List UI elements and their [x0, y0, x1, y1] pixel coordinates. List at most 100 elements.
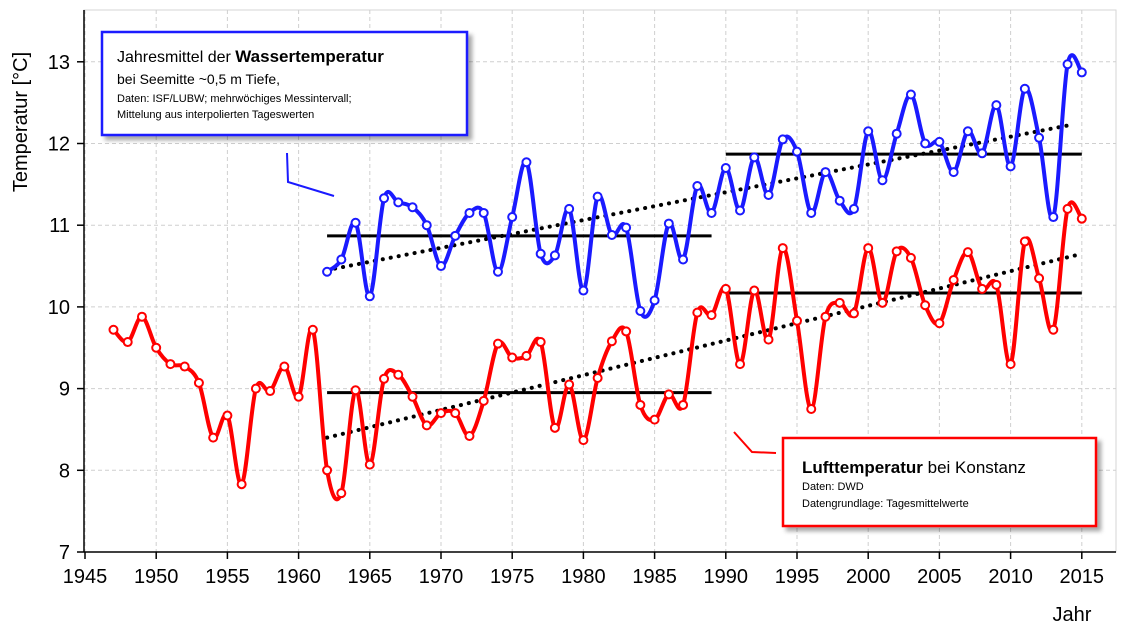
- water-data-point: [606, 230, 617, 241]
- y-axis-label: Temperatur [°C]: [10, 52, 32, 192]
- air-data-point: [436, 408, 446, 419]
- x-tick-label: 1985: [632, 566, 677, 588]
- air-data-point: [820, 311, 831, 322]
- x-tick-label: 2015: [1060, 566, 1105, 588]
- air-data-point: [307, 324, 318, 335]
- water-data-point: [948, 167, 959, 178]
- water-data-point: [777, 134, 788, 145]
- air-data-point: [151, 342, 162, 353]
- water-data-point: [1048, 212, 1059, 223]
- water-data-point: [720, 163, 731, 174]
- air-data-point: [293, 391, 304, 402]
- water-data-point: [934, 136, 945, 147]
- air-data-point: [621, 326, 632, 337]
- air-data-point: [663, 389, 674, 400]
- air-annotation-title-plain: bei Konstanz: [923, 458, 1026, 477]
- period-mean-lines: [327, 152, 1082, 395]
- air-data-point: [521, 350, 532, 361]
- air-data-point: [948, 274, 959, 285]
- water-data-point: [962, 126, 973, 137]
- air-data-point: [792, 315, 802, 326]
- x-tick-label: 1950: [134, 566, 179, 588]
- y-tick-label: 9: [59, 379, 70, 401]
- air-data-point: [222, 410, 233, 421]
- water-data-point: [792, 146, 802, 157]
- x-tick-label: 2005: [917, 566, 962, 588]
- air-data-point: [464, 430, 475, 441]
- water-data-point: [663, 218, 674, 229]
- x-tick-label: 1955: [205, 566, 250, 588]
- air-data-point: [977, 283, 988, 294]
- water-data-point: [336, 254, 347, 265]
- air-data-point: [578, 435, 589, 446]
- water-data-point: [820, 167, 831, 178]
- air-data-point: [492, 338, 503, 349]
- water-trend-line: [325, 123, 1070, 273]
- air-data-point: [250, 383, 261, 394]
- air-data-point: [806, 404, 817, 415]
- air-data-point: [678, 399, 689, 410]
- air-data-point: [606, 336, 617, 347]
- water-data-point: [1034, 132, 1045, 143]
- air-data-point: [549, 422, 560, 433]
- air-data-point: [364, 459, 375, 470]
- water-data-point: [749, 152, 760, 163]
- air-data-point: [863, 243, 874, 254]
- air-annotation-box: [781, 436, 1098, 528]
- water-data-point: [478, 207, 489, 218]
- air-annotation-line-2: Datengrundlage: Tagesmittelwerte: [802, 498, 969, 510]
- water-data-point: [977, 148, 988, 159]
- air-data-point: [165, 359, 176, 370]
- air-data-point: [208, 432, 219, 443]
- air-data-point: [507, 352, 518, 363]
- water-annotation-title-plain: Jahresmittel der: [117, 49, 235, 66]
- air-data-point: [450, 408, 461, 419]
- air-data-point: [592, 372, 603, 383]
- water-data-point: [1005, 161, 1016, 172]
- air-data-point: [322, 465, 333, 476]
- air-data-point: [136, 311, 147, 322]
- axes: 1945 1950 1955 1960 1965 1970 1975 1980 1985 1990…: [48, 10, 1116, 588]
- water-data-point: [806, 207, 817, 218]
- water-data-point: [877, 175, 888, 186]
- water-data-point: [521, 157, 532, 168]
- y-tick-label: 13: [48, 52, 70, 74]
- air-annotation-line-1: Daten: DWD: [802, 481, 864, 493]
- air-data-point: [564, 379, 575, 390]
- air-annotation-leader: [733, 431, 777, 454]
- water-annotation-leader: [286, 152, 335, 197]
- water-data-point: [905, 89, 916, 100]
- water-data-point: [763, 189, 774, 200]
- air-trend-line: [325, 251, 1084, 440]
- air-data-point: [279, 361, 290, 372]
- air-data-point: [265, 386, 276, 397]
- water-annotation-box: [100, 30, 469, 137]
- air-annotation-title: Lufttemperatur bei Konstanz: [802, 458, 1026, 477]
- air-data-point: [1076, 213, 1087, 224]
- air-data-point: [1019, 236, 1030, 247]
- x-tick-label: 2010: [988, 566, 1033, 588]
- air-annotation: Lufttemperatur bei Konstanz Daten: DWD D…: [733, 431, 1098, 528]
- water-data-point: [322, 266, 333, 277]
- air-data-point: [891, 246, 902, 257]
- trend-lines: [325, 123, 1084, 440]
- water-data-point: [507, 212, 518, 223]
- air-data-point: [749, 285, 760, 296]
- water-data-point: [706, 207, 717, 218]
- water-data-point: [991, 100, 1002, 111]
- x-tick-label: 1995: [775, 566, 820, 588]
- x-tick-label: 1990: [704, 566, 749, 588]
- water-data-point: [834, 195, 845, 206]
- air-data-point: [1005, 359, 1016, 370]
- air-data-point: [193, 377, 204, 388]
- water-data-point: [678, 254, 689, 265]
- water-annotation-line-2: Mittelung aus interpolierten Tageswerten: [117, 109, 314, 121]
- data-series: [108, 53, 1087, 502]
- x-tick-label: 1970: [419, 566, 464, 588]
- air-data-point: [535, 337, 546, 348]
- water-data-point: [848, 203, 859, 214]
- water-data-point: [891, 128, 902, 139]
- air-data-point: [763, 334, 774, 345]
- air-data-point: [407, 391, 418, 402]
